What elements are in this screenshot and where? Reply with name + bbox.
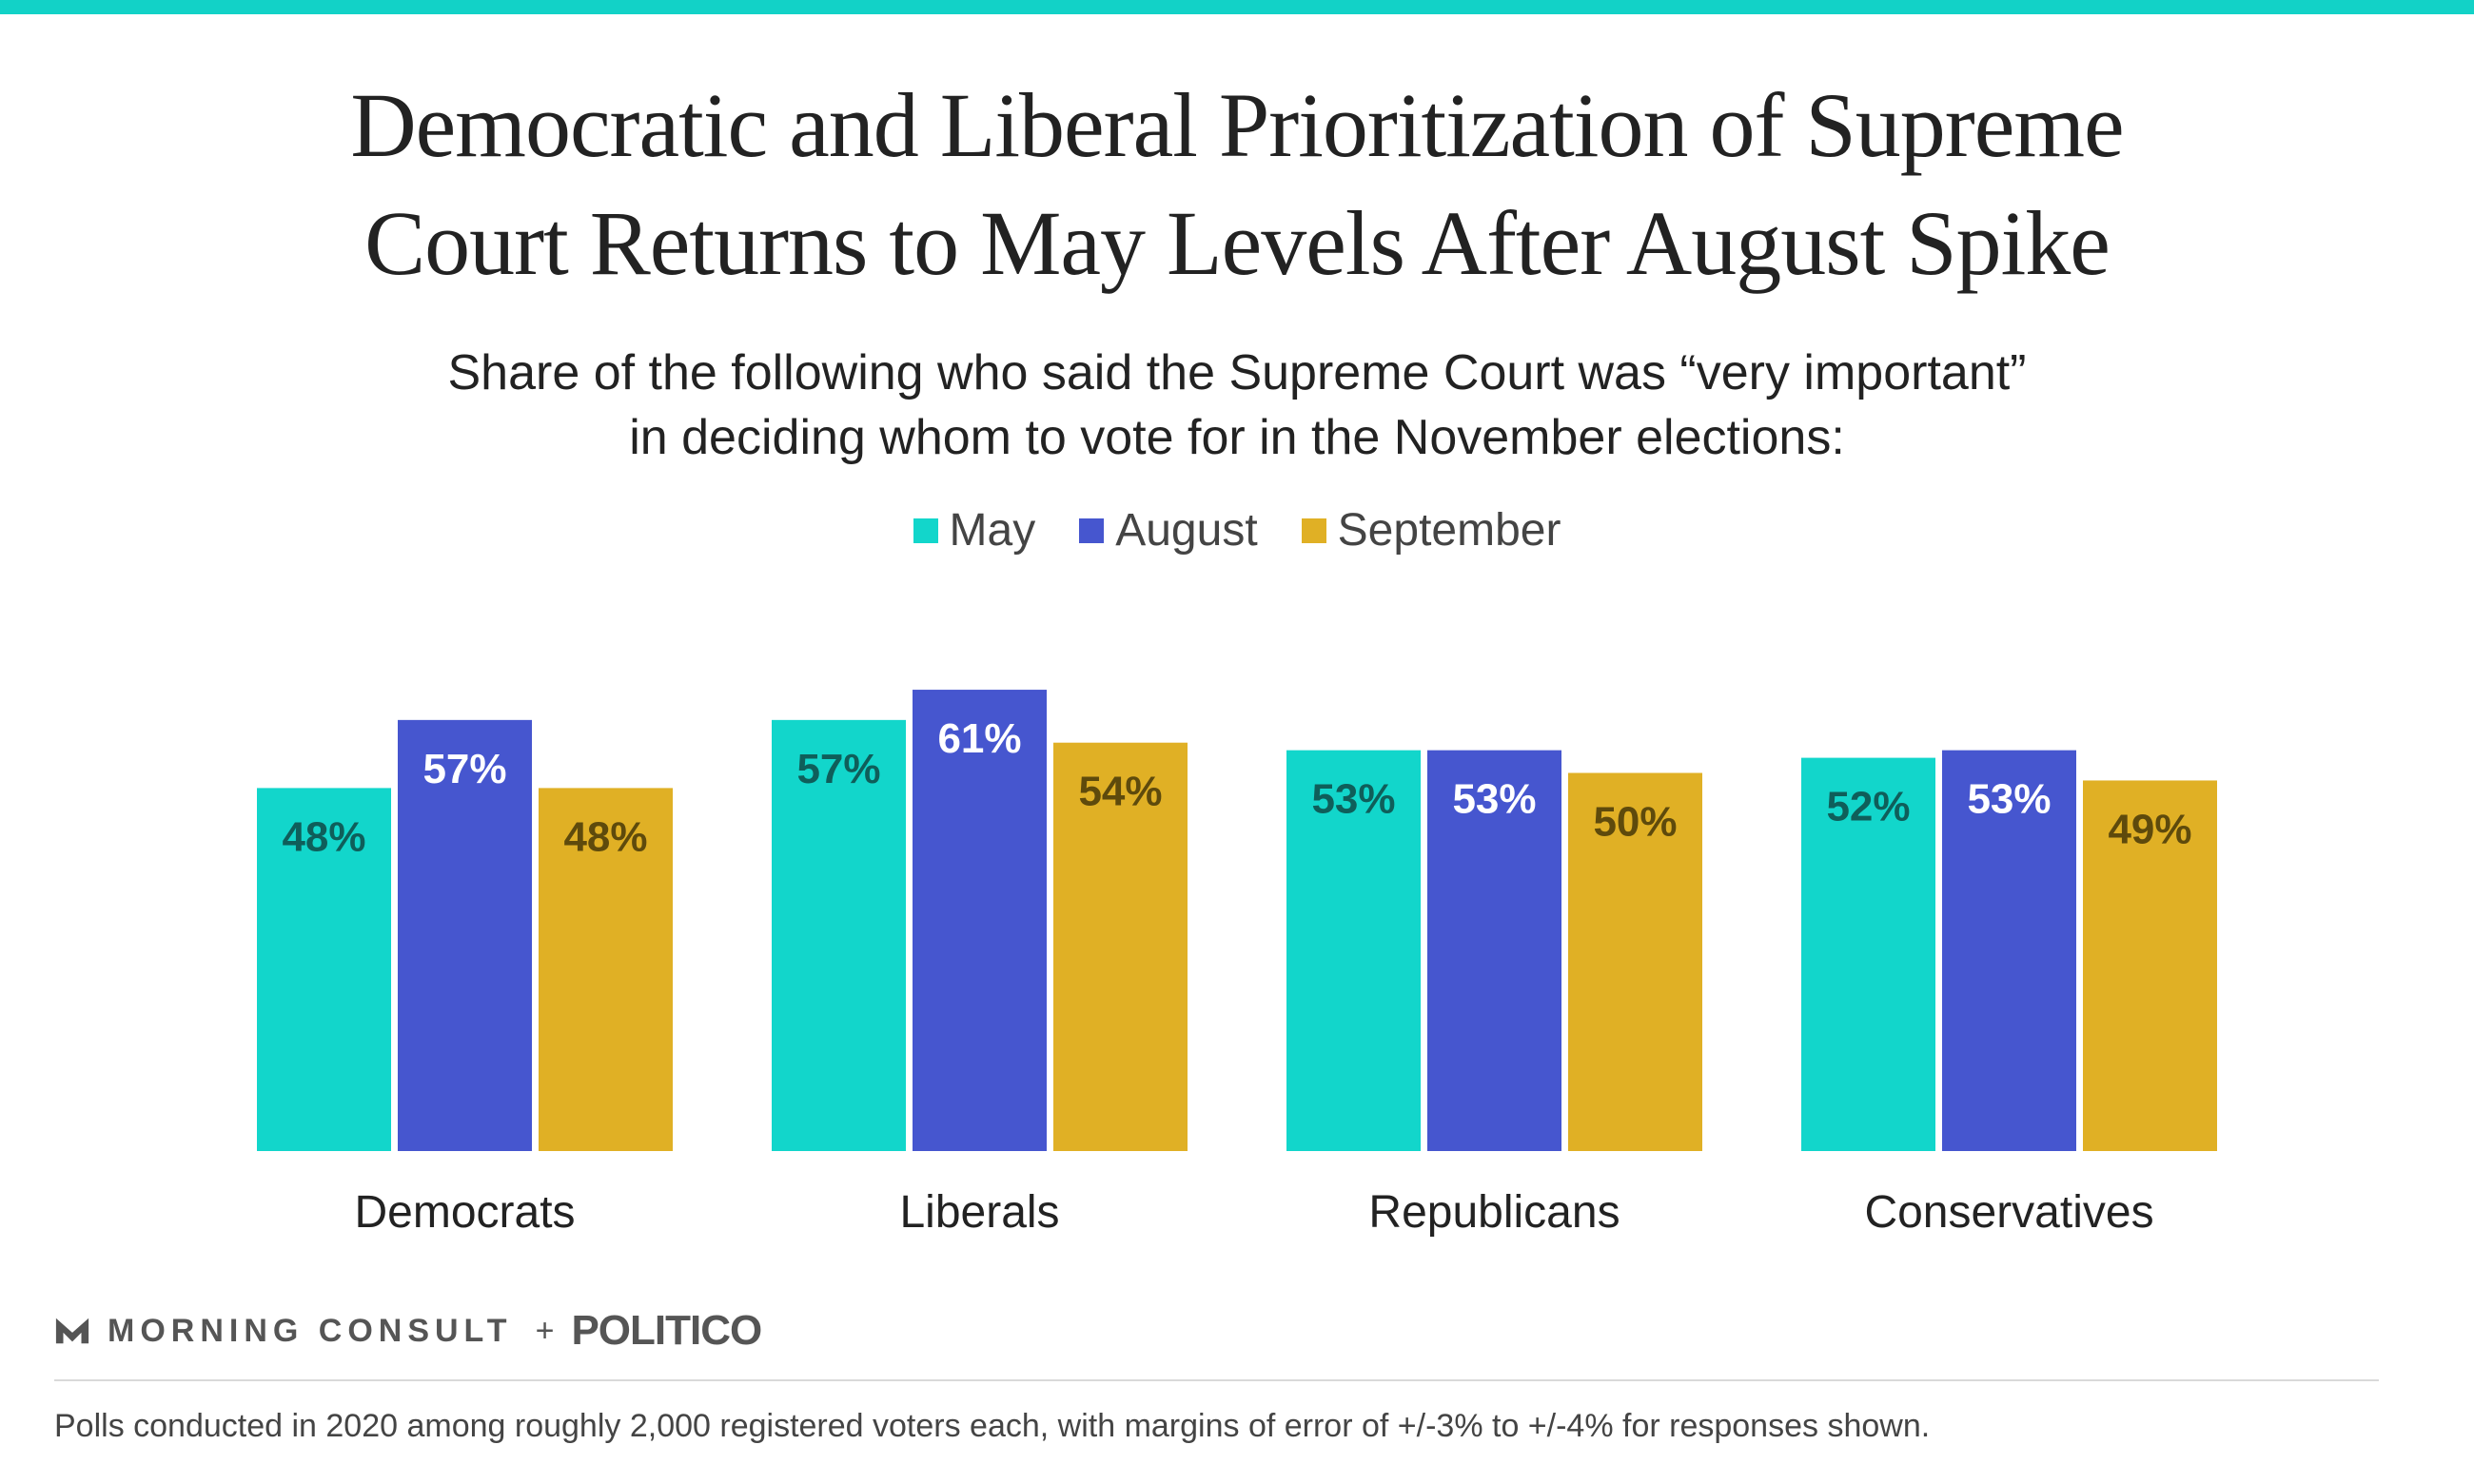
- top-accent-bar: [0, 0, 2474, 14]
- data-label-liberals-august: 61%: [937, 715, 1021, 762]
- bar-republicans-may: [1286, 750, 1421, 1151]
- data-label-conservatives-september: 49%: [2108, 806, 2191, 852]
- data-label-republicans-august: 53%: [1452, 776, 1536, 823]
- bar-conservatives-august: [1942, 750, 2076, 1151]
- chart-title: Democratic and Liberal Prioritization of…: [95, 67, 2379, 303]
- category-label-liberals: Liberals: [899, 1187, 1059, 1238]
- legend-item-september: September: [1301, 504, 1561, 556]
- chart-title-line-2: Court Returns to May Levels After August…: [364, 192, 2111, 294]
- legend-swatch-august: [1079, 517, 1105, 543]
- bar-conservatives-may: [1801, 757, 1935, 1151]
- legend-swatch-september: [1301, 517, 1326, 543]
- legend-item-august: August: [1079, 504, 1258, 556]
- footnote: Polls conducted in 2020 among roughly 2,…: [54, 1408, 1931, 1444]
- data-label-conservatives-august: 53%: [1967, 776, 2051, 823]
- legend-item-may: May: [913, 504, 1036, 556]
- legend-label-may: May: [949, 505, 1036, 556]
- chart-title-line-1: Democratic and Liberal Prioritization of…: [350, 74, 2124, 176]
- bar-liberals-august: [913, 690, 1047, 1151]
- brand-logos: MORNING CONSULT + POLITICO: [54, 1307, 762, 1355]
- data-label-democrats-august: 57%: [422, 746, 506, 792]
- category-label-conservatives: Conservatives: [1864, 1187, 2153, 1238]
- category-label-republicans: Republicans: [1368, 1187, 1620, 1238]
- bar-liberals-september: [1053, 742, 1188, 1151]
- bar-republicans-september: [1568, 772, 1702, 1151]
- legend-swatch-may: [913, 517, 938, 543]
- data-label-democrats-may: 48%: [282, 813, 365, 860]
- bar-republicans-august: [1427, 750, 1561, 1151]
- bar-democrats-september: [539, 788, 673, 1151]
- chart-subtitle: Share of the following who said the Supr…: [190, 341, 2284, 470]
- legend-label-september: September: [1337, 505, 1561, 556]
- brand-plus-sign: +: [535, 1312, 555, 1349]
- politico-logo: POLITICO: [571, 1307, 762, 1354]
- morning-consult-m-icon: [55, 1318, 89, 1344]
- morning-consult-logo: MORNING CONSULT: [108, 1312, 513, 1349]
- chart-subtitle-line-1: Share of the following who said the Supr…: [447, 345, 2027, 400]
- bar-democrats-august: [398, 719, 532, 1151]
- data-label-conservatives-may: 52%: [1826, 784, 1910, 830]
- footer-divider: [54, 1379, 2379, 1381]
- chart-subtitle-line-2: in deciding whom to vote for in the Nove…: [629, 410, 1845, 465]
- chart-legend: May August September: [0, 504, 2474, 556]
- bar-conservatives-september: [2083, 780, 2217, 1151]
- bar-chart: 48% 57% 48% Democrats 57% 61% 54% Liberals 53% 53…: [257, 690, 2217, 1238]
- data-label-republicans-september: 50%: [1593, 799, 1677, 846]
- data-label-liberals-may: 57%: [796, 746, 880, 792]
- category-label-democrats: Democrats: [354, 1187, 575, 1238]
- data-label-liberals-september: 54%: [1078, 769, 1162, 815]
- data-label-republicans-may: 53%: [1311, 776, 1395, 823]
- legend-label-august: August: [1115, 505, 1258, 556]
- data-label-democrats-september: 48%: [563, 813, 647, 860]
- bar-liberals-may: [772, 719, 906, 1151]
- bar-democrats-may: [257, 788, 391, 1151]
